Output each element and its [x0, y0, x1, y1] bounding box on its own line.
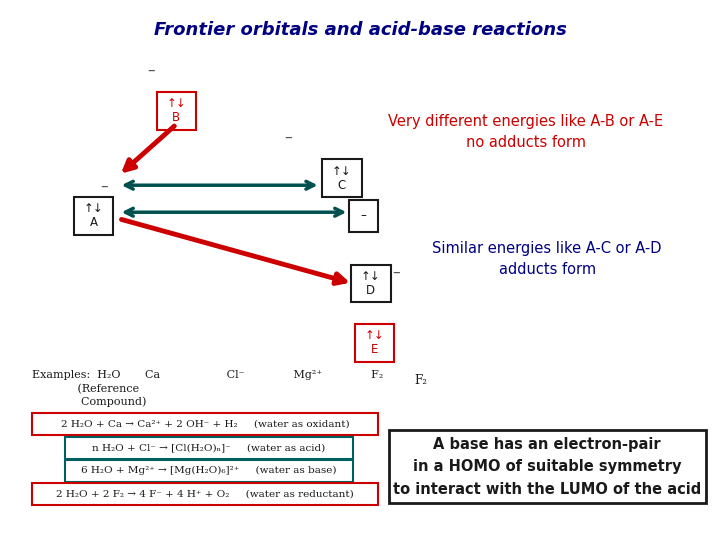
Text: –: –	[284, 130, 292, 145]
FancyBboxPatch shape	[65, 460, 353, 482]
FancyBboxPatch shape	[323, 159, 361, 197]
Text: 2 H₂O + Ca → Ca²⁺ + 2 OH⁻ + H₂     (water as oxidant): 2 H₂O + Ca → Ca²⁺ + 2 OH⁻ + H₂ (water as…	[61, 420, 349, 428]
FancyBboxPatch shape	[74, 197, 114, 235]
Text: ↑↓
D: ↑↓ D	[361, 270, 381, 297]
Text: (Reference
              Compound): (Reference Compound)	[32, 384, 147, 407]
Text: ↑↓
A: ↑↓ A	[84, 202, 104, 230]
FancyBboxPatch shape	[32, 483, 378, 505]
FancyBboxPatch shape	[351, 265, 390, 302]
FancyBboxPatch shape	[389, 430, 706, 503]
FancyBboxPatch shape	[32, 413, 378, 435]
Text: Frontier orbitals and acid-base reactions: Frontier orbitals and acid-base reaction…	[153, 21, 567, 39]
Text: Very different energies like A-B or A-E
no adducts form: Very different energies like A-B or A-E …	[388, 114, 663, 150]
Text: –: –	[361, 210, 366, 222]
FancyBboxPatch shape	[349, 200, 378, 232]
Text: –: –	[148, 63, 155, 78]
Text: ↑↓
E: ↑↓ E	[364, 329, 384, 356]
Text: ↑↓
B: ↑↓ B	[166, 97, 186, 124]
Text: –: –	[392, 265, 400, 280]
Text: –: –	[101, 179, 108, 194]
Text: n H₂O + Cl⁻ → [Cl(H₂O)ₙ]⁻     (water as acid): n H₂O + Cl⁻ → [Cl(H₂O)ₙ]⁻ (water as acid…	[92, 444, 325, 453]
Text: Similar energies like A-C or A-D
adducts form: Similar energies like A-C or A-D adducts…	[433, 241, 662, 277]
Text: A base has an electron-pair
in a HOMO of suitable symmetry
to interact with the : A base has an electron-pair in a HOMO of…	[393, 437, 701, 497]
FancyBboxPatch shape	[157, 92, 196, 130]
Text: ↑↓
C: ↑↓ C	[332, 165, 352, 192]
Text: 6 H₂O + Mg²⁺ → [Mg(H₂O)₆]²⁺     (water as base): 6 H₂O + Mg²⁺ → [Mg(H₂O)₆]²⁺ (water as ba…	[81, 467, 336, 475]
FancyBboxPatch shape	[65, 437, 353, 459]
Text: Examples:  H₂O       Ca                   Cl⁻              Mg²⁺              F₂: Examples: H₂O Ca Cl⁻ Mg²⁺ F₂	[32, 370, 384, 380]
FancyBboxPatch shape	[355, 324, 395, 362]
Text: 2 H₂O + 2 F₂ → 4 F⁻ + 4 H⁺ + O₂     (water as reductant): 2 H₂O + 2 F₂ → 4 F⁻ + 4 H⁺ + O₂ (water a…	[56, 490, 354, 498]
Text: F₂: F₂	[415, 374, 428, 387]
